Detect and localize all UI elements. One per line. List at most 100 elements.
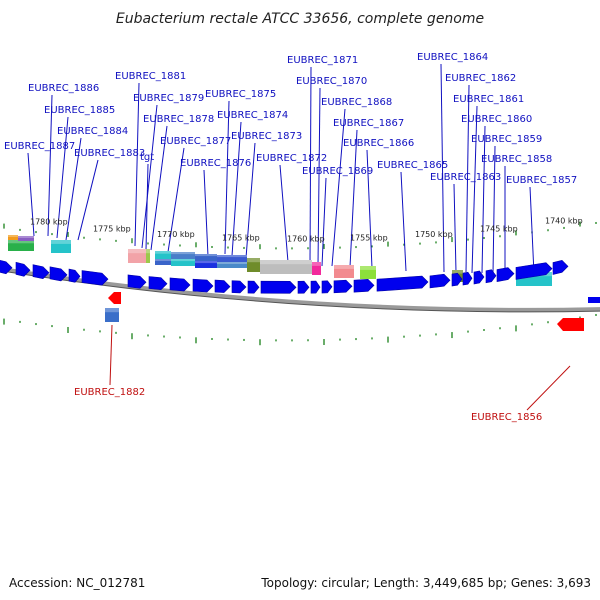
label-leader — [492, 145, 496, 275]
feature-box[interactable] — [8, 240, 34, 251]
gene-arrow-forward[interactable] — [231, 280, 247, 294]
gene-label-eubrec-1886[interactable]: EUBREC_1886 — [28, 83, 99, 94]
gene-arrow-forward[interactable] — [81, 270, 109, 286]
gene-arrow-forward[interactable] — [127, 274, 147, 289]
gene-arrow-forward[interactable] — [148, 276, 168, 291]
gene-arrow-forward[interactable] — [297, 280, 310, 294]
gene-label-eubrec-1862[interactable]: EUBREC_1862 — [445, 73, 516, 84]
gene-arrow-reverse[interactable] — [557, 318, 584, 331]
gene-arrow-forward[interactable] — [169, 277, 191, 292]
feature-box[interactable] — [312, 262, 321, 275]
feature-box[interactable] — [8, 235, 18, 241]
gene-arrow-forward[interactable] — [451, 272, 463, 287]
gene-label-eubrec-1872[interactable]: EUBREC_1872 — [256, 153, 327, 164]
feature-box[interactable] — [155, 251, 171, 260]
gene-label-eubrec-1864[interactable]: EUBREC_1864 — [417, 52, 488, 63]
gene-arrow-forward[interactable] — [15, 261, 31, 277]
gene-arrow-forward[interactable] — [429, 273, 451, 289]
gene-label-eubrec-1874[interactable]: EUBREC_1874 — [217, 110, 288, 121]
gene-label-eubrec-1885[interactable]: EUBREC_1885 — [44, 105, 115, 116]
label-leader — [167, 147, 185, 253]
gene-label-eubrec-1861[interactable]: EUBREC_1861 — [453, 94, 524, 105]
gene-label-eubrec-1865[interactable]: EUBREC_1865 — [377, 160, 448, 171]
feature-box[interactable] — [171, 259, 195, 266]
gene-arrow-forward[interactable] — [32, 264, 50, 280]
gene-label-eubrec-1883[interactable]: EUBREC_1883 — [74, 148, 145, 159]
gene-arrow-forward[interactable] — [192, 278, 214, 293]
label-leader — [317, 87, 321, 266]
gene-arrow-forward[interactable] — [353, 279, 375, 293]
gene-arrow-forward[interactable] — [462, 271, 473, 286]
feature-box[interactable] — [155, 259, 171, 265]
gene-label-eubrec-1860[interactable]: EUBREC_1860 — [461, 114, 532, 125]
gene-arrow-reverse[interactable] — [108, 292, 121, 304]
gene-label-eubrec-1866[interactable]: EUBREC_1866 — [343, 138, 414, 149]
gene-label-eubrec-1863[interactable]: EUBREC_1863 — [430, 172, 501, 183]
gene-label-eubrec-1873[interactable]: EUBREC_1873 — [231, 131, 302, 142]
feature-box[interactable] — [217, 262, 247, 268]
feature-box[interactable] — [18, 236, 34, 241]
label-leader — [440, 63, 445, 273]
label-leader — [245, 142, 256, 259]
gene-arrow-forward[interactable] — [49, 266, 68, 282]
gene-label-eubrec-1867[interactable]: EUBREC_1867 — [333, 118, 404, 129]
gene-label-eubrec-1878[interactable]: EUBREC_1878 — [143, 114, 214, 125]
gene-label-eubrec-1859[interactable]: EUBREC_1859 — [471, 134, 542, 145]
gene-label-eubrec-1879[interactable]: EUBREC_1879 — [133, 93, 204, 104]
gene-label-eubrec-1875[interactable]: EUBREC_1875 — [205, 89, 276, 100]
gene-label-eubrec-1869[interactable]: EUBREC_1869 — [302, 166, 373, 177]
gene-label-eubrec-1868[interactable]: EUBREC_1868 — [321, 97, 392, 108]
gene-arrow-forward[interactable] — [376, 275, 429, 292]
gene-arrow-forward[interactable] — [473, 270, 485, 285]
label-leader-reverse — [109, 324, 113, 386]
gene-label-eubrec-1876[interactable]: EUBREC_1876 — [180, 158, 251, 169]
gene-label-eubrec-1857[interactable]: EUBREC_1857 — [506, 175, 577, 186]
accession-text: Accession: NC_012781 — [9, 576, 146, 590]
kbp-label: 1765 kbp — [222, 233, 260, 242]
label-leader — [224, 100, 230, 255]
gene-arrow-forward[interactable] — [496, 267, 515, 282]
feature-box-highlight — [171, 259, 195, 262]
feature-box-highlight — [146, 249, 150, 254]
gene-arrow-forward[interactable] — [485, 269, 497, 284]
gene-arrow-forward[interactable] — [333, 279, 353, 294]
gene-arrow-forward[interactable] — [214, 279, 231, 293]
gene-label-eubrec-1877[interactable]: EUBREC_1877 — [160, 136, 231, 147]
feature-box-highlight — [51, 240, 71, 244]
label-leader — [453, 183, 457, 273]
feature-box[interactable] — [195, 261, 217, 268]
feature-box[interactable] — [146, 249, 150, 263]
gene-label-eubrec-1871[interactable]: EUBREC_1871 — [287, 55, 358, 66]
gene-label-eubrec-1856[interactable]: EUBREC_1856 — [471, 412, 542, 423]
gene-arrow-forward[interactable] — [552, 260, 569, 275]
gene-label-eubrec-1884[interactable]: EUBREC_1884 — [57, 126, 128, 137]
gene-label-eubrec-1870[interactable]: EUBREC_1870 — [296, 76, 367, 87]
gene-arrow-forward[interactable] — [260, 280, 297, 294]
label-leader — [471, 105, 478, 274]
gene-arrow-forward[interactable] — [68, 268, 81, 283]
gene-arrow-forward[interactable] — [310, 280, 321, 294]
feature-box[interactable] — [195, 254, 217, 261]
feature-box-highlight — [195, 261, 217, 264]
gene-arrow-forward[interactable] — [515, 262, 553, 280]
feature-box[interactable] — [247, 258, 260, 272]
gene-arrow-forward[interactable] — [247, 280, 260, 294]
feature-box[interactable] — [334, 265, 354, 278]
feature-box[interactable] — [360, 266, 376, 279]
gene-label-tgt[interactable]: tgt — [140, 152, 154, 163]
gene-label-eubrec-1887[interactable]: EUBREC_1887 — [4, 141, 75, 152]
feature-box[interactable] — [105, 308, 119, 322]
kbp-label: 1750 kbp — [415, 230, 453, 239]
feature-box[interactable] — [260, 260, 312, 274]
gene-arrow-forward[interactable] — [588, 297, 600, 303]
feature-box[interactable] — [217, 255, 247, 262]
gene-arrow-forward[interactable] — [0, 259, 13, 275]
gene-label-eubrec-1882[interactable]: EUBREC_1882 — [74, 387, 145, 398]
gene-arrow-forward[interactable] — [321, 280, 333, 294]
gene-label-eubrec-1881[interactable]: EUBREC_1881 — [115, 71, 186, 82]
feature-box[interactable] — [51, 240, 71, 253]
label-leader — [134, 82, 140, 247]
feature-box[interactable] — [128, 249, 146, 263]
gene-label-eubrec-1858[interactable]: EUBREC_1858 — [481, 154, 552, 165]
feature-box[interactable] — [171, 252, 195, 259]
